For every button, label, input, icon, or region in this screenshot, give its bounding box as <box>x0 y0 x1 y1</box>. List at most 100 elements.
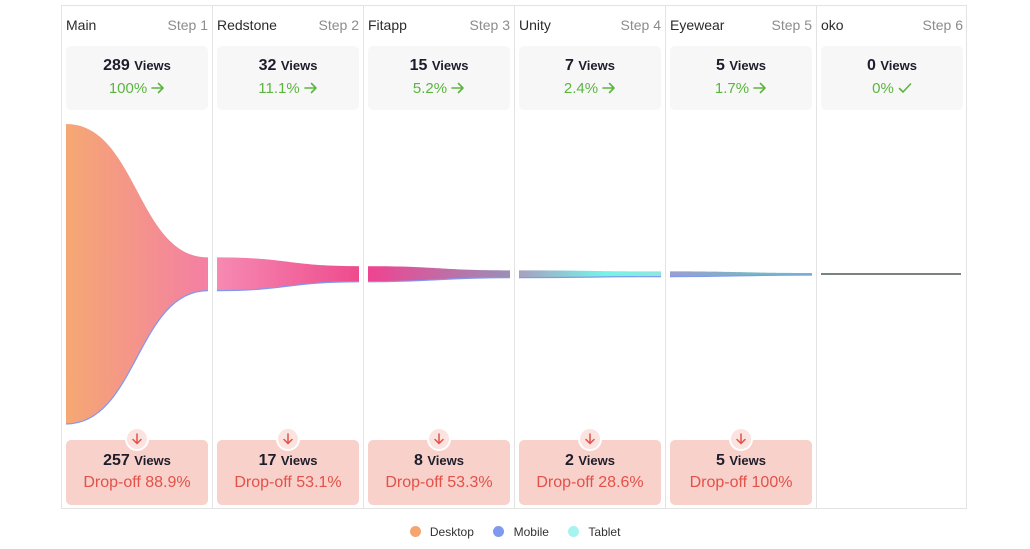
step-views: 32 Views <box>217 57 359 75</box>
step-conversion: 100% <box>66 80 208 97</box>
arrow-right-icon <box>753 81 767 94</box>
step-views: 0 Views <box>821 57 963 75</box>
dropoff-views: 8 Views <box>368 452 510 470</box>
flow-mobile-edge <box>367 277 511 283</box>
arrow-down-icon <box>578 427 602 451</box>
step-views: 7 Views <box>519 57 661 75</box>
step-name: Redstone <box>217 17 277 33</box>
step-header: Main Step 1 <box>66 17 208 35</box>
step-number: Step 3 <box>469 17 510 33</box>
step-conversion: 1.7% <box>670 80 812 97</box>
conversion-rate: 100% <box>108 80 148 97</box>
chart-legend: Desktop Mobile Tablet <box>0 525 1030 541</box>
step-divider <box>665 5 666 509</box>
step-name: Eyewear <box>670 17 725 33</box>
step-number: Step 6 <box>922 17 963 33</box>
arrow-right-icon <box>151 81 165 94</box>
step-header: Unity Step 4 <box>519 17 661 35</box>
dropoff-rate: Drop-off 100% <box>689 474 793 491</box>
views-unit: Views <box>280 58 318 73</box>
step-name: Unity <box>519 17 551 33</box>
step-conversion: 0% <box>821 80 963 97</box>
conversion-rate: 5.2% <box>412 80 448 97</box>
arrow-down-icon <box>729 427 753 451</box>
step-number: Step 2 <box>318 17 359 33</box>
step-conversion: 2.4% <box>519 80 661 97</box>
legend-label: Desktop <box>429 525 474 539</box>
flow-segment[interactable] <box>519 270 661 278</box>
flow-mobile-edge <box>65 290 209 425</box>
dropoff-card[interactable]: 17 Views Drop-off 53.1% <box>217 440 359 505</box>
step-number: Step 5 <box>771 17 812 33</box>
step-views-value: 32 <box>258 57 277 74</box>
flow-segment[interactable] <box>670 271 812 277</box>
step-views-value: 0 <box>867 57 876 74</box>
step-views-value: 15 <box>409 57 428 74</box>
step-views-card[interactable]: 5 Views 1.7% <box>670 46 812 110</box>
views-unit: Views <box>729 453 766 468</box>
dropoff-views: 17 Views <box>217 452 359 470</box>
views-unit: Views <box>578 58 615 73</box>
legend-item-mobile[interactable]: Mobile <box>493 525 549 539</box>
views-unit: Views <box>427 453 464 468</box>
step-conversion: 11.1% <box>217 80 359 97</box>
views-unit: Views <box>578 453 615 468</box>
flow-segment[interactable] <box>66 124 208 424</box>
step-header: Redstone Step 2 <box>217 17 359 35</box>
dropoff-rate: Drop-off 28.6% <box>536 474 644 491</box>
legend-label: Mobile <box>513 525 549 539</box>
step-name: oko <box>821 17 844 33</box>
legend-dot <box>493 526 505 537</box>
dropoff-rate: Drop-off 53.1% <box>234 474 342 491</box>
dropoff-views: 2 Views <box>519 452 661 470</box>
views-unit: Views <box>134 453 171 468</box>
views-unit: Views <box>134 58 171 73</box>
views-unit: Views <box>431 58 469 73</box>
arrow-right-icon <box>451 81 465 94</box>
dropoff-views-value: 257 <box>103 452 130 469</box>
legend-dot <box>409 526 421 537</box>
views-unit: Views <box>880 58 917 73</box>
arrow-right-icon <box>602 81 616 94</box>
dropoff-views-value: 17 <box>258 452 277 469</box>
flow-mobile-edge <box>669 274 813 278</box>
dropoff-rate: Drop-off 88.9% <box>83 474 191 491</box>
dropoff-views-value: 5 <box>716 452 725 469</box>
views-unit: Views <box>280 453 318 468</box>
conversion-rate: 11.1% <box>258 80 300 97</box>
step-views-card[interactable]: 15 Views 5.2% <box>368 46 510 110</box>
check-icon <box>898 81 912 93</box>
step-number: Step 1 <box>167 17 208 33</box>
step-views-value: 5 <box>716 57 725 74</box>
arrow-right-icon <box>303 81 318 94</box>
dropoff-views: 257 Views <box>66 452 208 470</box>
views-unit: Views <box>729 58 766 73</box>
arrow-down-icon <box>276 427 300 451</box>
step-views-card[interactable]: 32 Views 11.1% <box>217 46 359 110</box>
step-views: 15 Views <box>368 57 510 75</box>
legend-item-desktop[interactable]: Desktop <box>409 525 474 539</box>
step-views: 5 Views <box>670 57 812 75</box>
step-header: Fitapp Step 3 <box>368 17 510 35</box>
step-views-card[interactable]: 7 Views 2.4% <box>519 46 661 110</box>
step-views-card[interactable]: 289 Views 100% <box>66 46 208 110</box>
conversion-rate: 1.7% <box>714 80 750 97</box>
dropoff-rate: Drop-off 53.3% <box>385 474 493 491</box>
conversion-rate: 0% <box>872 80 894 97</box>
step-header: oko Step 6 <box>821 17 963 35</box>
step-number: Step 4 <box>620 17 661 33</box>
legend-label: Tablet <box>588 525 621 539</box>
dropoff-views: 5 Views <box>670 452 812 470</box>
step-views-value: 7 <box>565 57 574 74</box>
legend-dot <box>568 526 580 537</box>
conversion-rate: 2.4% <box>563 80 599 97</box>
step-views: 289 Views <box>66 57 208 75</box>
legend-item-tablet[interactable]: Tablet <box>568 525 620 539</box>
flow-mobile-edge <box>518 275 662 279</box>
arrow-down-icon <box>427 427 451 451</box>
step-name: Main <box>66 17 97 33</box>
step-views-card[interactable]: 0 Views 0% <box>821 46 963 110</box>
step-conversion: 5.2% <box>368 80 510 97</box>
dropoff-views-value: 8 <box>414 452 423 469</box>
